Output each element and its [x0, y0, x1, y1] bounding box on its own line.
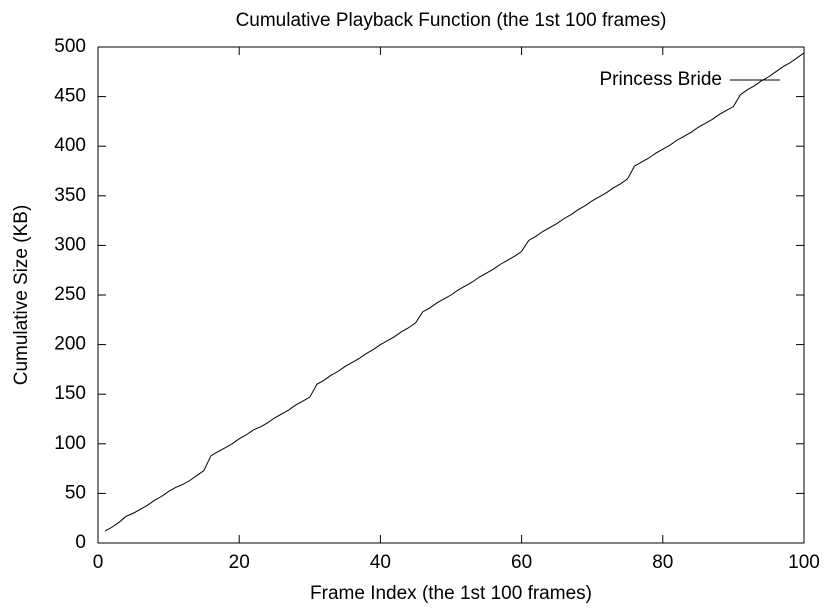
y-tick-label: 450 [54, 86, 86, 107]
x-axis-label: Frame Index (the 1st 100 frames) [310, 583, 592, 604]
y-tick-label: 0 [75, 532, 86, 553]
data-line [104, 52, 805, 532]
y-tick-label: 50 [65, 482, 86, 503]
y-axis-label: Cumulative Size (KB) [11, 205, 32, 386]
y-tick-label: 200 [54, 334, 86, 355]
x-tick-label: 60 [511, 552, 532, 573]
chart-title: Cumulative Playback Function (the 1st 10… [236, 10, 667, 31]
legend-label: Princess Bride [600, 69, 723, 90]
x-tick-label: 40 [370, 552, 391, 573]
x-tick-label: 100 [788, 552, 820, 573]
x-tick-label: 80 [652, 552, 673, 573]
y-tick-label: 100 [54, 433, 86, 454]
y-tick-label: 300 [54, 234, 86, 255]
y-tick-label: 500 [54, 36, 86, 57]
y-tick-label: 400 [54, 135, 86, 156]
x-tick-label: 20 [229, 552, 250, 573]
x-tick-label: 0 [93, 552, 104, 573]
y-tick-label: 350 [54, 185, 86, 206]
y-tick-label: 150 [54, 383, 86, 404]
y-tick-label: 250 [54, 284, 86, 305]
